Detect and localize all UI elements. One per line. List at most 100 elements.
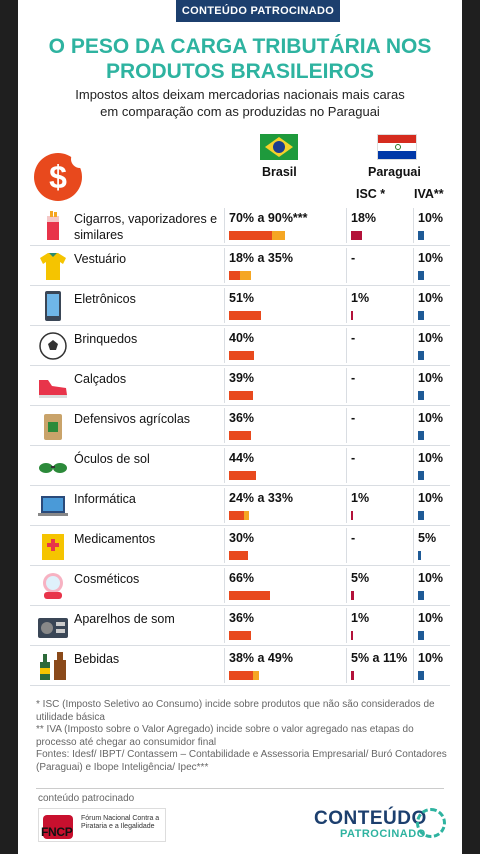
smartphone-icon xyxy=(36,290,70,322)
column-separator xyxy=(346,248,347,283)
table-row: Informática 24% a 33% 1% 10% xyxy=(30,486,450,526)
column-separator xyxy=(413,568,414,603)
isc-tax-value: 1% xyxy=(351,611,370,625)
page-subtitle: Impostos altos deixam mercadorias nacion… xyxy=(18,86,462,120)
column-separator xyxy=(413,488,414,523)
isc-tax-bar xyxy=(351,631,353,640)
soccer-ball-icon xyxy=(36,330,70,362)
fncp-logo-mark xyxy=(43,815,73,839)
column-separator xyxy=(346,208,347,243)
column-separator xyxy=(224,208,225,243)
iva-tax-bar xyxy=(418,591,424,600)
header-paraguai: Paraguai xyxy=(368,165,421,179)
subtitle-line-2: em comparação com as produzidas no Parag… xyxy=(100,104,380,119)
column-separator xyxy=(413,368,414,403)
brasil-tax-value: 44% xyxy=(229,451,255,465)
pesticide-bag-icon xyxy=(36,410,70,442)
table-row: Óculos de sol 44% - 10% xyxy=(30,446,450,486)
column-separator xyxy=(224,488,225,523)
isc-tax-value: 18% xyxy=(351,211,377,225)
fncp-acronym: FNCP xyxy=(41,825,73,839)
brasil-tax-value: 40% xyxy=(229,331,255,345)
column-separator xyxy=(224,528,225,563)
isc-tax-value: - xyxy=(351,411,356,425)
column-separator xyxy=(346,488,347,523)
bottles-icon xyxy=(36,650,70,682)
product-name: Informática xyxy=(74,492,136,506)
table-row: Vestuário 18% a 35% - 10% xyxy=(30,246,450,286)
paraguay-flag-seal xyxy=(395,143,401,150)
product-name: Medicamentos xyxy=(74,532,156,546)
brasil-tax-value: 70% a 90%*** xyxy=(229,211,308,225)
sponsor-label: conteúdo patrocinado xyxy=(38,793,135,804)
brand-main-text: CONTEÚDO xyxy=(314,808,427,829)
radio-icon xyxy=(36,610,70,642)
isc-tax-value: 5% xyxy=(351,571,370,585)
header-brasil: Brasil xyxy=(262,165,297,179)
column-separator xyxy=(413,288,414,323)
column-separator xyxy=(413,248,414,283)
brasil-tax-value: 24% a 33% xyxy=(229,491,293,505)
brasil-tax-value: 36% xyxy=(229,411,255,425)
column-separator xyxy=(224,448,225,483)
table-row: Brinquedos 40% - 10% xyxy=(30,326,450,366)
column-separator xyxy=(346,368,347,403)
table-row: Aparelhos de som 36% 1% 10% xyxy=(30,606,450,646)
column-separator xyxy=(413,408,414,443)
brasil-tax-value: 30% xyxy=(229,531,255,545)
brasil-tax-bar xyxy=(229,311,261,320)
product-name: Eletrônicos xyxy=(74,292,136,306)
sneaker-icon xyxy=(36,370,70,402)
isc-tax-value: - xyxy=(351,251,356,265)
isc-tax-value: 5% a 11% xyxy=(351,651,408,665)
product-name: Calçados xyxy=(74,372,127,386)
brasil-tax-bar xyxy=(229,671,259,680)
column-separator xyxy=(413,448,414,483)
brand-ring-icon xyxy=(416,808,446,838)
column-separator xyxy=(224,608,225,643)
footer-divider xyxy=(36,788,444,789)
iva-tax-bar xyxy=(418,551,421,560)
column-separator xyxy=(224,328,225,363)
iva-tax-value: 10% xyxy=(418,331,444,345)
column-separator xyxy=(346,608,347,643)
table-row: Eletrônicos 51% 1% 10% xyxy=(30,286,450,326)
column-separator xyxy=(346,648,347,683)
column-separator xyxy=(346,408,347,443)
product-name: Bebidas xyxy=(74,652,120,666)
iva-tax-value: 10% xyxy=(418,211,444,225)
column-separator xyxy=(224,248,225,283)
isc-tax-value: - xyxy=(351,451,356,465)
compact-mirror-icon xyxy=(36,570,70,602)
product-name: Aparelhos de som xyxy=(74,612,175,626)
paraguay-flag-icon xyxy=(377,134,417,160)
iva-tax-value: 10% xyxy=(418,371,444,385)
fncp-name: Fórum Nacional Contra a Pirataria e a Il… xyxy=(81,815,160,830)
title-line-1: O PESO DA CARGA TRIBUTÁRIA NOS xyxy=(48,35,432,58)
column-separator xyxy=(413,648,414,683)
footnote-isc: * ISC (Imposto Seletivo ao Consumo) inci… xyxy=(36,699,435,723)
iva-tax-bar xyxy=(418,511,424,520)
sunglasses-icon xyxy=(36,450,70,482)
brasil-tax-value: 66% xyxy=(229,571,255,585)
isc-tax-value: - xyxy=(351,331,356,345)
isc-tax-value: - xyxy=(351,371,356,385)
brasil-tax-bar xyxy=(229,231,285,240)
coin-bite-decoration xyxy=(71,150,89,168)
isc-tax-bar xyxy=(351,591,354,600)
brasil-tax-bar xyxy=(229,631,251,640)
iva-tax-value: 10% xyxy=(418,571,444,585)
column-separator xyxy=(346,568,347,603)
iva-tax-value: 5% xyxy=(418,531,437,545)
brand-sub-text: PATROCINADO xyxy=(340,828,426,840)
product-name: Cigarros, vaporizadores e similares xyxy=(74,212,218,242)
isc-tax-value: 1% xyxy=(351,491,370,505)
iva-tax-bar xyxy=(418,231,424,240)
medicine-box-icon xyxy=(36,530,70,562)
tax-table: Cigarros, vaporizadores e similares 70% a… xyxy=(30,206,450,686)
column-separator xyxy=(346,328,347,363)
iva-tax-bar xyxy=(418,271,424,280)
product-name: Defensivos agrícolas xyxy=(74,412,191,426)
brasil-tax-value: 38% a 49% xyxy=(229,651,293,665)
product-name: Óculos de sol xyxy=(74,452,150,466)
